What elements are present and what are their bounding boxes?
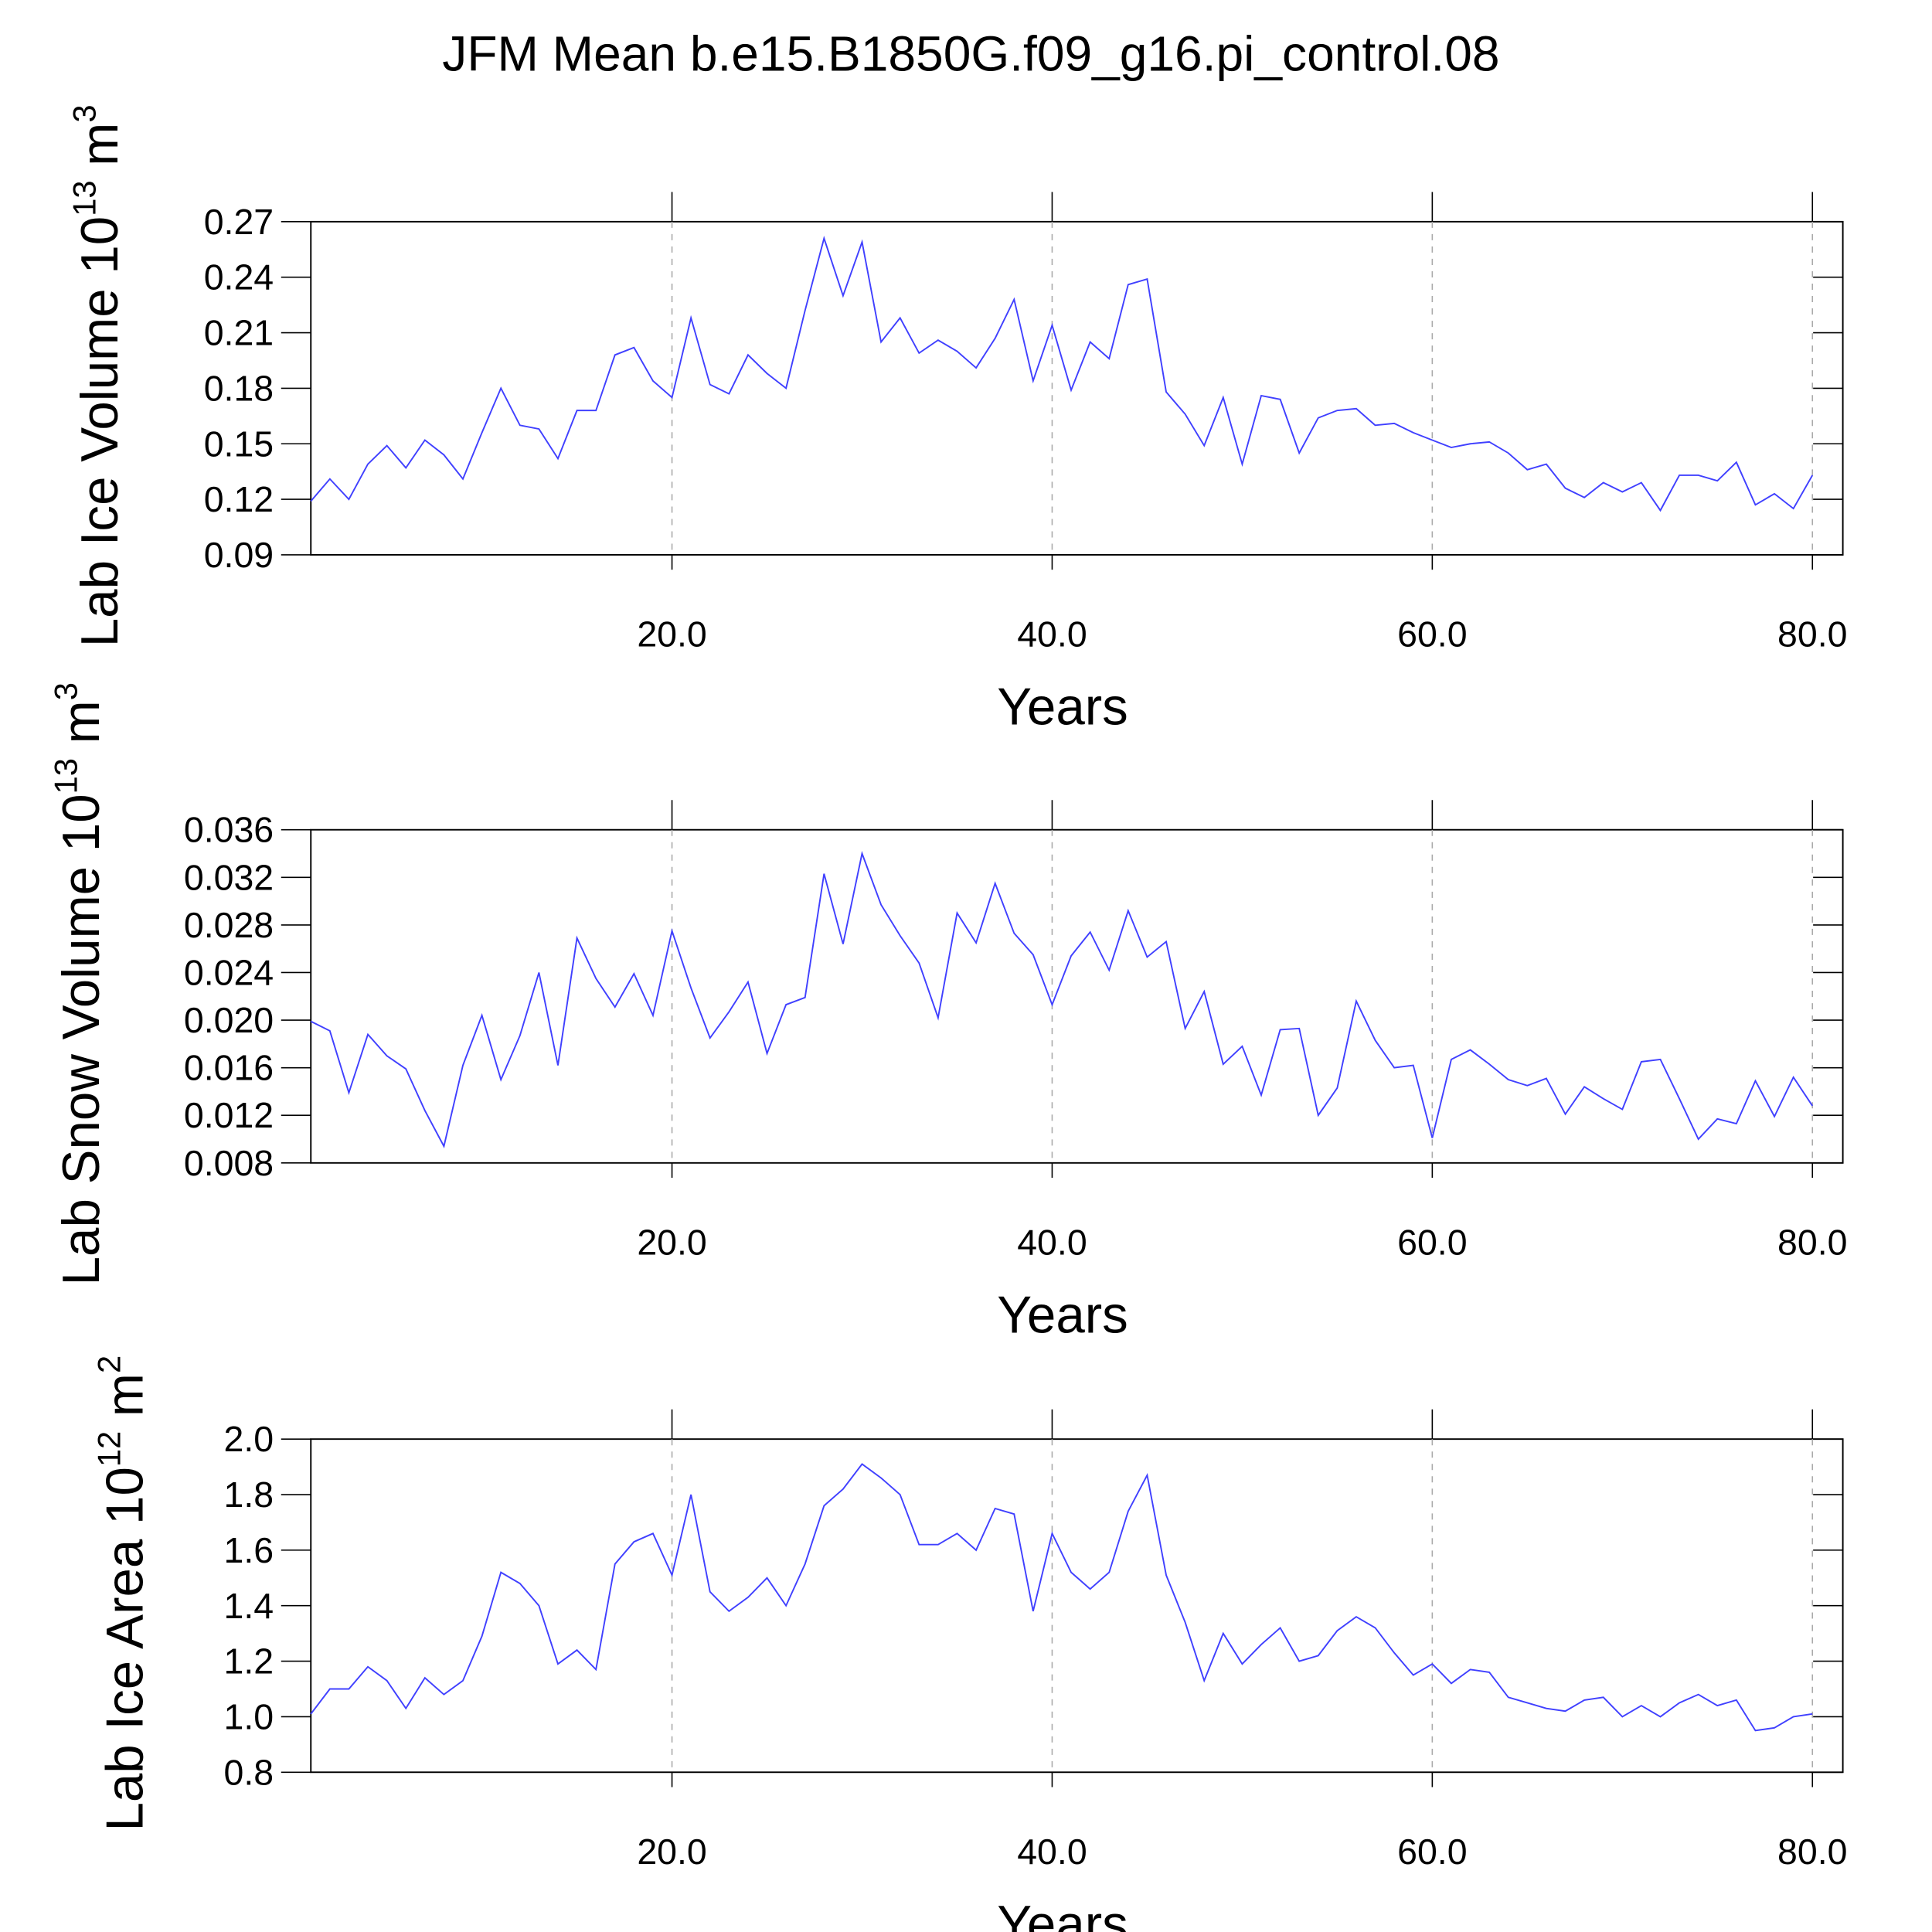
y-tick-label: 1.4: [224, 1586, 274, 1626]
y-label-text: Lab Ice Volume 10: [71, 216, 129, 647]
y-tick-label: 0.008: [184, 1143, 274, 1183]
y-label-unit-exponent: 3: [66, 105, 102, 123]
y-tick-label: 0.24: [204, 257, 274, 298]
y-tick-label: 0.09: [204, 535, 274, 575]
y-label-unit: m: [71, 123, 129, 181]
y-label-exponent: 12: [90, 1431, 127, 1467]
y-tick-label: 0.18: [204, 368, 274, 408]
y-tick-label: 1.0: [224, 1696, 274, 1736]
x-tick-label: 60.0: [1397, 614, 1467, 655]
x-tick-label: 60.0: [1397, 1222, 1467, 1262]
data-line: [310, 236, 1814, 512]
y-tick-label: 0.036: [184, 810, 274, 850]
plot-frame: [310, 220, 1844, 556]
y-label-unit: m: [96, 1373, 154, 1431]
y-label-unit-exponent: 2: [90, 1355, 127, 1373]
x-axis-label: Years: [997, 1896, 1128, 1932]
y-tick-label: 0.032: [184, 857, 274, 897]
y-tick-label: 0.020: [184, 1000, 274, 1040]
plot-frame: [310, 1438, 1844, 1774]
y-tick-label: 0.15: [204, 423, 274, 464]
x-tick-label: 20.0: [637, 1832, 706, 1872]
x-tick-label: 80.0: [1777, 1222, 1847, 1262]
y-tick-label: 0.21: [204, 313, 274, 353]
y-tick-label: 0.12: [204, 479, 274, 519]
y-axis-label: Lab Ice Area 1012 m2: [90, 1355, 154, 1832]
x-tick-label: 60.0: [1397, 1832, 1467, 1872]
x-tick-label: 20.0: [637, 614, 706, 655]
y-label-unit: m: [53, 700, 111, 758]
figure-title: JFM Mean b.e15.B1850G.f09_g16.pi_control…: [442, 26, 1499, 81]
y-tick-label: 0.27: [204, 202, 274, 242]
y-tick-label: 1.6: [224, 1530, 274, 1570]
y-label-exponent: 13: [47, 758, 83, 794]
x-tick-label: 40.0: [1017, 1222, 1087, 1262]
y-tick-label: 0.016: [184, 1048, 274, 1088]
y-tick-label: 0.024: [184, 952, 274, 992]
data-line: [310, 851, 1814, 1148]
data-line: [310, 1463, 1813, 1732]
y-tick-label: 0.028: [184, 905, 274, 945]
y-tick-label: 0.012: [184, 1095, 274, 1135]
y-label-text: Lab Ice Area 10: [96, 1467, 154, 1831]
x-tick-label: 40.0: [1017, 1832, 1087, 1872]
plot-frame: [310, 828, 1844, 1164]
x-axis-label: Years: [997, 1286, 1128, 1344]
y-tick-label: 1.8: [224, 1475, 274, 1515]
y-label-text: Lab Snow Volume 10: [53, 794, 111, 1285]
x-axis-label: Years: [997, 679, 1128, 736]
y-tick-label: 1.2: [224, 1641, 274, 1682]
x-tick-label: 80.0: [1777, 614, 1847, 655]
x-tick-label: 40.0: [1017, 614, 1087, 655]
y-tick-label: 2.0: [224, 1419, 274, 1459]
y-label-unit-exponent: 3: [47, 682, 83, 700]
x-tick-label: 20.0: [637, 1222, 706, 1262]
y-label-exponent: 13: [66, 180, 102, 216]
y-axis-label: Lab Snow Volume 1013 m3: [47, 682, 111, 1285]
y-tick-label: 0.8: [224, 1752, 274, 1792]
y-axis-label: Lab Ice Volume 1013 m3: [66, 105, 129, 648]
x-tick-label: 80.0: [1777, 1832, 1847, 1872]
